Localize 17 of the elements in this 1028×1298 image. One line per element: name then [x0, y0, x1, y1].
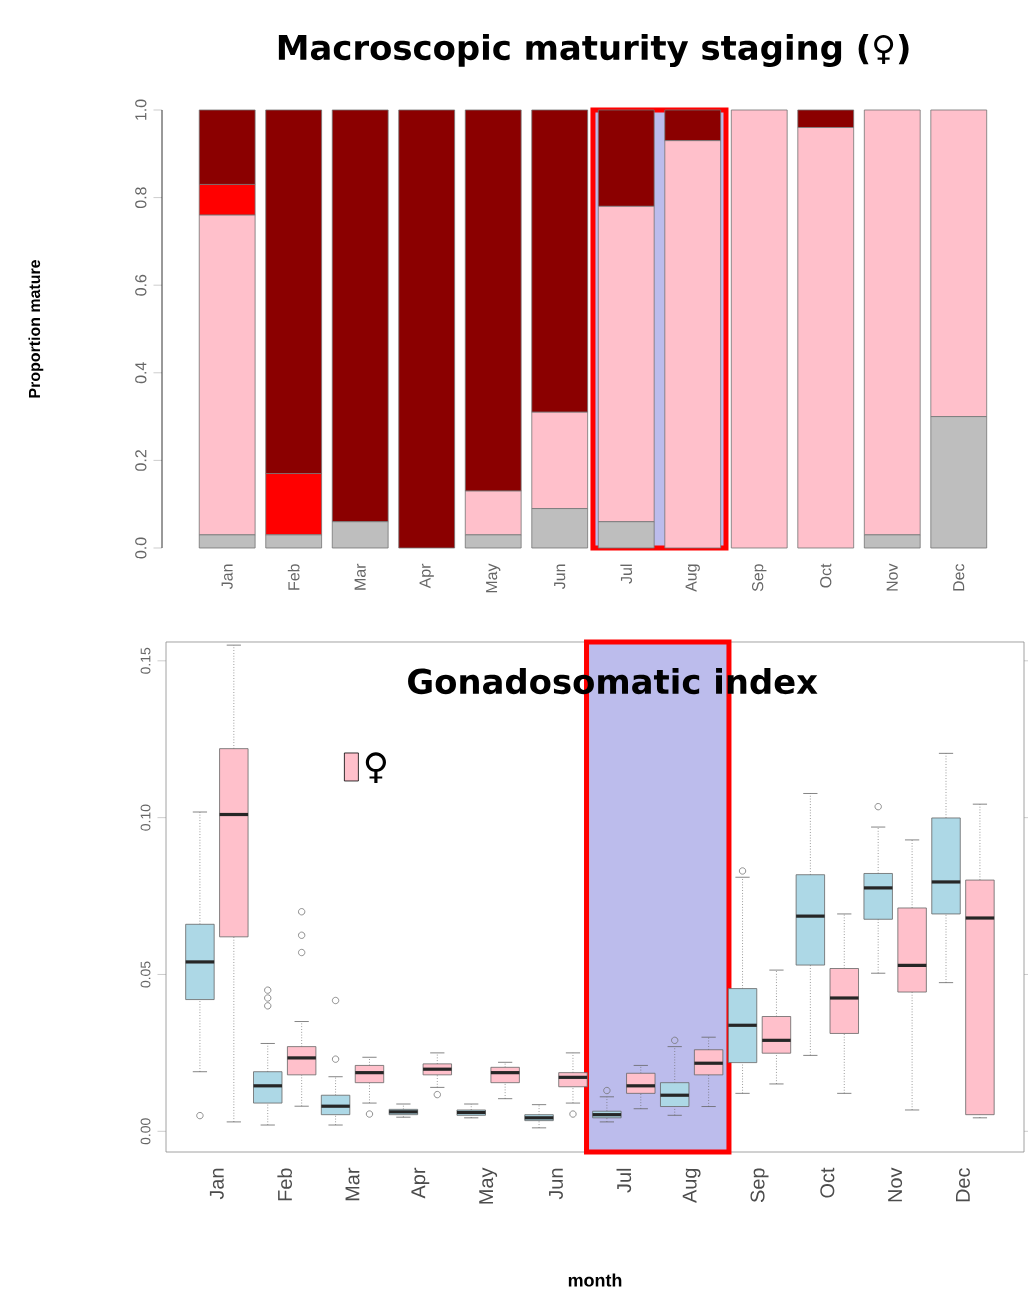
x-axis-title: month [568, 1273, 622, 1287]
x-tick-label: Apr [411, 1167, 430, 1199]
x-tick-label: Jul [616, 1168, 632, 1193]
x-tick-label: May [479, 1167, 498, 1204]
legend-label: ♀ [365, 752, 386, 784]
x-tick-label: Aug [682, 1168, 701, 1203]
x-tick-label: Jun [549, 1168, 563, 1200]
x-tick-label: Sep [750, 1168, 769, 1203]
x-tick-label: Mar [345, 1167, 360, 1201]
x-tick-label: Dec [956, 1168, 970, 1202]
bar [398, 109, 456, 549]
bar [730, 109, 788, 549]
x-tick-label: Oct [820, 1167, 835, 1198]
x-tick-label: Feb [277, 1168, 293, 1201]
x-tick-label: Nov [888, 1167, 903, 1202]
x-tick-label: Jan [209, 1168, 224, 1200]
chart-title: Macroscopic maturity staging (♀) [278, 33, 909, 67]
